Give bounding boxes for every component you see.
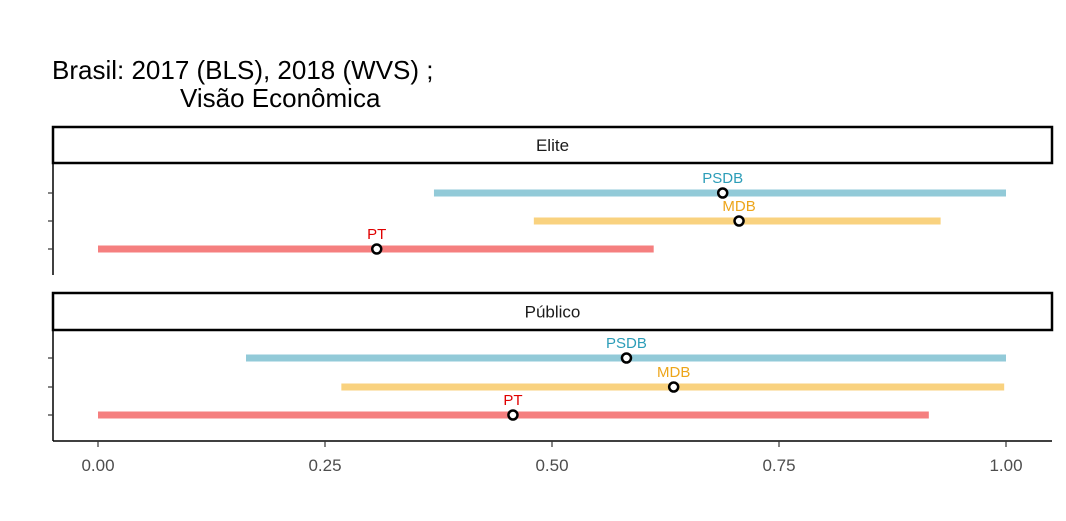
point-mdb: [667, 381, 680, 393]
x-tick-label: 0.25: [308, 456, 341, 475]
point-mdb: [733, 215, 745, 227]
label-pt: PT: [367, 226, 386, 243]
x-tick-label: 0.00: [81, 456, 114, 475]
panel-1: Elite PSDB MDB PT: [48, 125, 1054, 275]
label-mdb: MDB: [657, 364, 690, 381]
label-psdb: PSDB: [606, 335, 647, 352]
x-tick-label: 1.00: [989, 456, 1022, 475]
label-psdb: PSDB: [702, 170, 743, 187]
chart-title-line1: Brasil: 2017 (BLS), 2018 (WVS) ;: [52, 55, 433, 85]
x-tick-label: 0.50: [535, 456, 568, 475]
panel-strip: [51, 291, 1054, 332]
chart-title-line2: Visão Econômica: [180, 83, 381, 113]
panel-strip-label: Elite: [536, 136, 569, 155]
point-psdb: [716, 187, 729, 199]
panel-strip: [51, 125, 1054, 165]
label-pt: PT: [503, 392, 522, 409]
label-mdb: MDB: [722, 198, 755, 215]
panel-2: Público PSDB MDB PT: [48, 291, 1054, 441]
x-tick-label: 0.75: [762, 456, 795, 475]
x-axis: 0.00 0.25 0.50 0.75 1.00: [53, 440, 1052, 475]
point-pt: [371, 243, 383, 255]
point-pt: [507, 409, 519, 421]
panel-strip-label: Público: [525, 303, 581, 322]
point-psdb: [620, 352, 633, 364]
panels: Elite PSDB MDB PT Público PSDB MDB PT: [48, 125, 1054, 441]
